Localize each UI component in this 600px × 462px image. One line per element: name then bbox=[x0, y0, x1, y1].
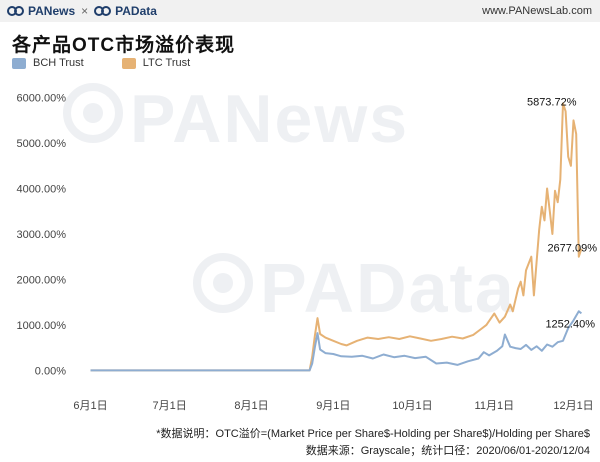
legend-swatch-bch bbox=[12, 57, 26, 69]
annotations: 5873.72% 2677.09% 1252.40% bbox=[527, 96, 597, 330]
legend-label-ltc: LTC Trust bbox=[142, 57, 191, 69]
note-definition: *数据说明：OTC溢价=(Market Price per Share$-Hol… bbox=[156, 428, 590, 440]
legend-swatch-ltc bbox=[121, 57, 136, 69]
site-url: www.PANewsLab.com bbox=[482, 5, 592, 17]
data-label: 1252.40% bbox=[545, 318, 595, 330]
padata-logo-icon bbox=[94, 6, 112, 16]
chart-title: 各产品OTC市场溢价表现 bbox=[12, 35, 236, 56]
x-tick-label: 12月1日 bbox=[553, 400, 593, 412]
note-source: 数据来源：Grayscale；统计口径：2020/06/01-2020/12/0… bbox=[305, 445, 590, 457]
x-tick-label: 10月1日 bbox=[392, 400, 432, 412]
x-tick-label: 9月1日 bbox=[316, 400, 350, 412]
brand: PANews × PAData bbox=[7, 4, 157, 18]
panews-logo-icon bbox=[7, 6, 24, 16]
x-tick-label: 11月1日 bbox=[475, 400, 515, 412]
y-tick-label: 0.00% bbox=[35, 365, 66, 377]
brand-separator: × bbox=[81, 4, 89, 18]
chart-notes: *数据说明：OTC溢价=(Market Price per Share$-Hol… bbox=[156, 426, 590, 460]
x-axis: 6月1日 7月1日 8月1日 9月1日 10月1日 11月1日 12月1日 bbox=[73, 400, 593, 412]
brand-left: PANews bbox=[28, 4, 76, 18]
header-bar: PANews × PAData www.PANewsLab.com bbox=[0, 0, 600, 22]
legend-item-bch: BCH Trust bbox=[12, 57, 84, 69]
legend: BCH Trust LTC Trust bbox=[12, 57, 190, 69]
y-tick-label: 1000.00% bbox=[16, 320, 66, 332]
y-tick-label: 5000.00% bbox=[16, 138, 66, 150]
series-line-bch bbox=[90, 310, 583, 372]
y-tick-label: 2000.00% bbox=[16, 274, 66, 286]
series-lines bbox=[90, 102, 583, 372]
y-tick-label: 6000.00% bbox=[16, 93, 66, 105]
x-tick-label: 6月1日 bbox=[73, 400, 107, 412]
y-tick-label: 3000.00% bbox=[16, 229, 66, 241]
legend-item-ltc: LTC Trust bbox=[121, 57, 191, 69]
x-tick-label: 8月1日 bbox=[234, 400, 268, 412]
x-tick-label: 7月1日 bbox=[153, 400, 187, 412]
y-tick-label: 4000.00% bbox=[16, 184, 66, 196]
y-axis: 0.00% 1000.00% 2000.00% 3000.00% 4000.00% 500… bbox=[16, 93, 66, 378]
data-label: 5873.72% bbox=[527, 96, 577, 108]
brand-right: PAData bbox=[115, 4, 157, 18]
series-line-ltc bbox=[90, 102, 583, 372]
legend-label-bch: BCH Trust bbox=[33, 57, 84, 69]
data-label: 2677.09% bbox=[547, 243, 597, 255]
